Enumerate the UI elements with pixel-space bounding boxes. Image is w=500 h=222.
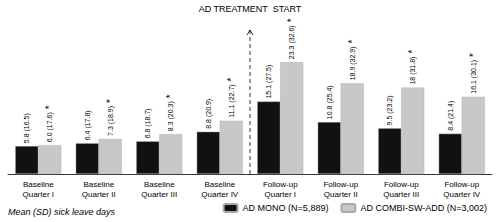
- svg-text:Baseline: Baseline: [144, 180, 175, 189]
- svg-text:AD TREATMENT START: AD TREATMENT START: [199, 4, 302, 14]
- svg-text:10.8 (25.4): 10.8 (25.4): [326, 85, 334, 119]
- svg-text:Quarter IV: Quarter IV: [201, 190, 239, 199]
- svg-text:Baseline: Baseline: [83, 180, 114, 189]
- svg-text:Quarter II: Quarter II: [82, 190, 116, 199]
- svg-text:18.9 (32.9): 18.9 (32.9): [349, 46, 357, 80]
- svg-text:7.3 (18.9): 7.3 (18.9): [107, 106, 115, 136]
- svg-text:Follow-up: Follow-up: [444, 180, 479, 189]
- svg-text:Quarter III: Quarter III: [141, 190, 177, 199]
- svg-text:Quarter II: Quarter II: [324, 190, 358, 199]
- svg-text:18 (31.8): 18 (31.8): [409, 57, 417, 85]
- svg-text:6.0 (17.6): 6.0 (17.6): [46, 112, 54, 142]
- svg-text:8.3 (20.3): 8.3 (20.3): [167, 101, 175, 131]
- svg-text:11.1 (22.7): 11.1 (22.7): [228, 84, 236, 117]
- svg-text:*: *: [347, 39, 358, 43]
- svg-text:*: *: [286, 18, 297, 22]
- svg-text:Quarter III: Quarter III: [383, 190, 419, 199]
- svg-text:Follow-up: Follow-up: [263, 180, 298, 189]
- svg-text:15.1 (27.5): 15.1 (27.5): [265, 65, 273, 99]
- svg-text:Mean (SD) sick leave days: Mean (SD) sick leave days: [8, 207, 116, 217]
- svg-text:*: *: [105, 99, 116, 103]
- svg-text:Follow-up: Follow-up: [384, 180, 419, 189]
- svg-text:Quarter I: Quarter I: [22, 190, 54, 199]
- svg-text:AD MONO (N=5,889): AD MONO (N=5,889): [243, 203, 329, 213]
- svg-text:9.5 (23.2): 9.5 (23.2): [386, 95, 394, 125]
- svg-text:Baseline: Baseline: [23, 180, 54, 189]
- svg-text:6.8 (18.7): 6.8 (18.7): [144, 108, 152, 138]
- svg-text:*: *: [165, 94, 176, 98]
- svg-text:Quarter IV: Quarter IV: [443, 190, 481, 199]
- svg-text:23.3 (32.6): 23.3 (32.6): [288, 25, 296, 59]
- svg-text:Follow-up: Follow-up: [323, 180, 358, 189]
- svg-text:Quarter I: Quarter I: [264, 190, 296, 199]
- svg-text:16.1 (30.1): 16.1 (30.1): [470, 60, 478, 94]
- svg-text:*: *: [407, 50, 418, 54]
- svg-text:Baseline: Baseline: [204, 180, 235, 189]
- svg-text:*: *: [468, 53, 479, 57]
- svg-text:8.8 (20.9): 8.8 (20.9): [205, 99, 213, 129]
- svg-text:*: *: [44, 105, 55, 109]
- svg-text:6.4 (17.8): 6.4 (17.8): [84, 110, 92, 140]
- svg-text:AD COMBI-SW-ADD (N=3,002): AD COMBI-SW-ADD (N=3,002): [360, 203, 487, 213]
- svg-text:8.4 (21.4): 8.4 (21.4): [447, 101, 455, 131]
- svg-text:5.8 (16.5): 5.8 (16.5): [23, 113, 31, 143]
- svg-text:*: *: [226, 77, 237, 81]
